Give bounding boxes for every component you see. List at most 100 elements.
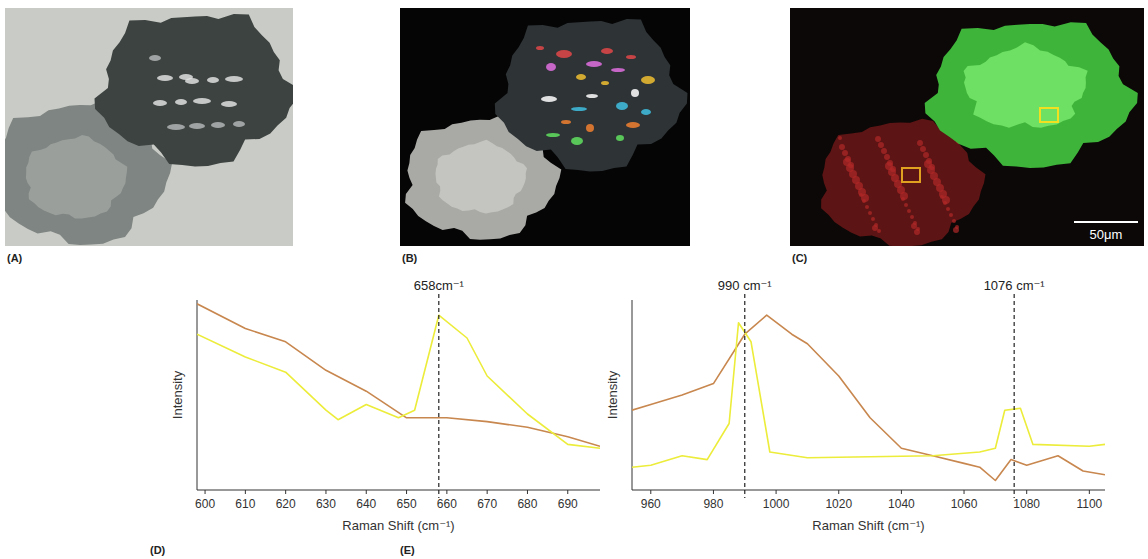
particle	[95, 14, 294, 166]
x-tick-label: 630	[316, 497, 336, 511]
speckle	[911, 223, 917, 229]
speckle	[943, 201, 947, 205]
x-tick	[567, 490, 568, 494]
speckle	[877, 229, 881, 233]
speckle	[865, 205, 869, 209]
x-tick	[838, 490, 839, 494]
speckle	[946, 207, 950, 211]
x-tick	[325, 490, 326, 494]
annotation-line	[438, 294, 439, 498]
birefringence	[561, 120, 571, 124]
highlight	[225, 76, 243, 82]
x-tick-label: 690	[558, 497, 578, 511]
birefringence	[571, 137, 583, 145]
x-tick	[446, 490, 447, 494]
highlight	[221, 101, 237, 107]
speckle	[953, 227, 959, 233]
speckle	[917, 140, 923, 146]
annotation-label: 1076 cm⁻¹	[984, 278, 1046, 293]
birefringence	[541, 96, 557, 102]
y-axis-title: Intensity	[170, 370, 185, 419]
x-tick	[487, 490, 488, 494]
speckle	[884, 154, 890, 160]
speckle	[940, 195, 944, 199]
spectrum-line	[632, 323, 1105, 467]
y-axis	[632, 300, 633, 490]
x-tick-label: 960	[641, 497, 661, 511]
speckle	[868, 211, 872, 215]
speckle	[910, 215, 914, 219]
birefringence	[546, 63, 556, 71]
speckle	[881, 148, 887, 154]
annotation-label: 990 cm⁻¹	[718, 278, 772, 293]
birefringence	[586, 61, 602, 67]
birefringence	[601, 48, 613, 54]
x-tick-label: 650	[397, 497, 417, 511]
speckle	[871, 217, 875, 221]
annotation-line	[744, 294, 745, 498]
speckle	[914, 229, 920, 235]
panel-label: (B)	[402, 252, 418, 264]
particle	[26, 135, 127, 218]
chart: 960980100010201040106010801100Raman Shif…	[400, 278, 1105, 556]
x-tick	[406, 490, 407, 494]
highlight	[233, 121, 245, 127]
x-tick	[527, 490, 528, 494]
figure: (A)(B)50μm(C)600610620630640650660670680…	[0, 0, 1148, 559]
background	[400, 8, 690, 246]
speckle	[907, 209, 911, 213]
birefringence	[611, 68, 625, 72]
x-tick	[1026, 490, 1027, 494]
birefringence	[536, 46, 544, 50]
birefringence	[626, 122, 640, 128]
annotation-line	[1014, 294, 1015, 498]
x-tick-label: 610	[235, 497, 255, 511]
highlight	[189, 123, 205, 129]
birefringence	[601, 81, 609, 85]
speckle	[842, 150, 848, 156]
series-group	[632, 315, 1105, 480]
birefringence	[586, 94, 598, 98]
highlight	[167, 124, 185, 130]
x-tick	[776, 490, 777, 494]
x-tick-label: 980	[703, 497, 723, 511]
speckle	[838, 136, 842, 140]
birefringence	[641, 109, 651, 115]
speckle	[872, 225, 878, 231]
x-tick	[964, 490, 965, 494]
birefringence	[616, 102, 628, 110]
series-group	[197, 304, 600, 448]
x-tick-label: 620	[276, 497, 296, 511]
background	[790, 8, 1144, 246]
annotation-label: 658cm⁻¹	[414, 278, 465, 293]
panel-label: (E)	[400, 544, 415, 556]
x-tick-label: 600	[195, 497, 215, 511]
speckle	[862, 199, 866, 203]
panel-label: (D)	[150, 544, 166, 556]
speckle	[949, 213, 953, 217]
roi-square	[1040, 108, 1058, 122]
birefringence	[556, 50, 572, 58]
micrograph	[790, 8, 1144, 246]
speckle	[843, 158, 851, 166]
x-tick	[713, 490, 714, 494]
micrograph	[5, 8, 293, 246]
x-tick-label: 1100	[1076, 497, 1102, 511]
panel-label: (C)	[792, 252, 808, 264]
x-tick	[205, 490, 206, 494]
birefringence	[626, 55, 636, 59]
speckle	[924, 160, 932, 168]
speckle	[920, 146, 926, 152]
particle	[495, 19, 688, 171]
spectrum-line	[197, 315, 600, 448]
particle	[925, 22, 1138, 168]
speckle	[901, 197, 905, 201]
birefringence	[641, 76, 655, 84]
speckle	[859, 193, 863, 197]
x-tick	[285, 490, 286, 494]
y-axis-title: Intensity	[605, 370, 620, 419]
birefringence	[571, 107, 587, 111]
x-tick-label: 1000	[763, 497, 790, 511]
x-tick	[1089, 490, 1090, 494]
x-tick	[650, 490, 651, 494]
